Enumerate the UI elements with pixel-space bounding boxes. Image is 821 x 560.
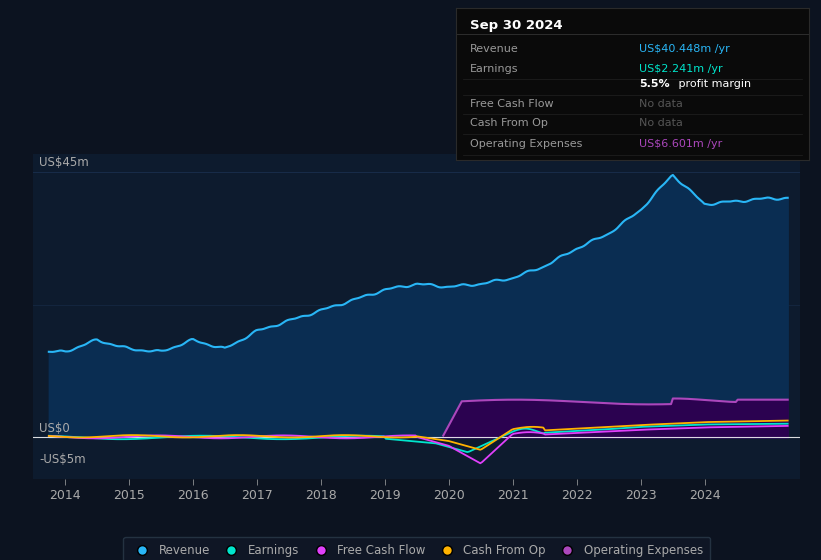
Text: -US$5m: -US$5m bbox=[39, 453, 86, 466]
Text: US$6.601m /yr: US$6.601m /yr bbox=[640, 139, 722, 150]
Text: US$45m: US$45m bbox=[39, 156, 89, 169]
Legend: Revenue, Earnings, Free Cash Flow, Cash From Op, Operating Expenses: Revenue, Earnings, Free Cash Flow, Cash … bbox=[123, 536, 710, 560]
Text: US$2.241m /yr: US$2.241m /yr bbox=[640, 64, 722, 74]
Text: Sep 30 2024: Sep 30 2024 bbox=[470, 19, 562, 32]
Text: US$40.448m /yr: US$40.448m /yr bbox=[640, 44, 730, 54]
Text: No data: No data bbox=[640, 99, 683, 109]
Text: Free Cash Flow: Free Cash Flow bbox=[470, 99, 553, 109]
Text: Operating Expenses: Operating Expenses bbox=[470, 139, 582, 150]
Text: profit margin: profit margin bbox=[675, 79, 750, 89]
Text: 5.5%: 5.5% bbox=[640, 79, 670, 89]
Text: Revenue: Revenue bbox=[470, 44, 519, 54]
Text: US$0: US$0 bbox=[39, 422, 70, 435]
Text: No data: No data bbox=[640, 118, 683, 128]
Text: Cash From Op: Cash From Op bbox=[470, 118, 548, 128]
Text: Earnings: Earnings bbox=[470, 64, 518, 74]
